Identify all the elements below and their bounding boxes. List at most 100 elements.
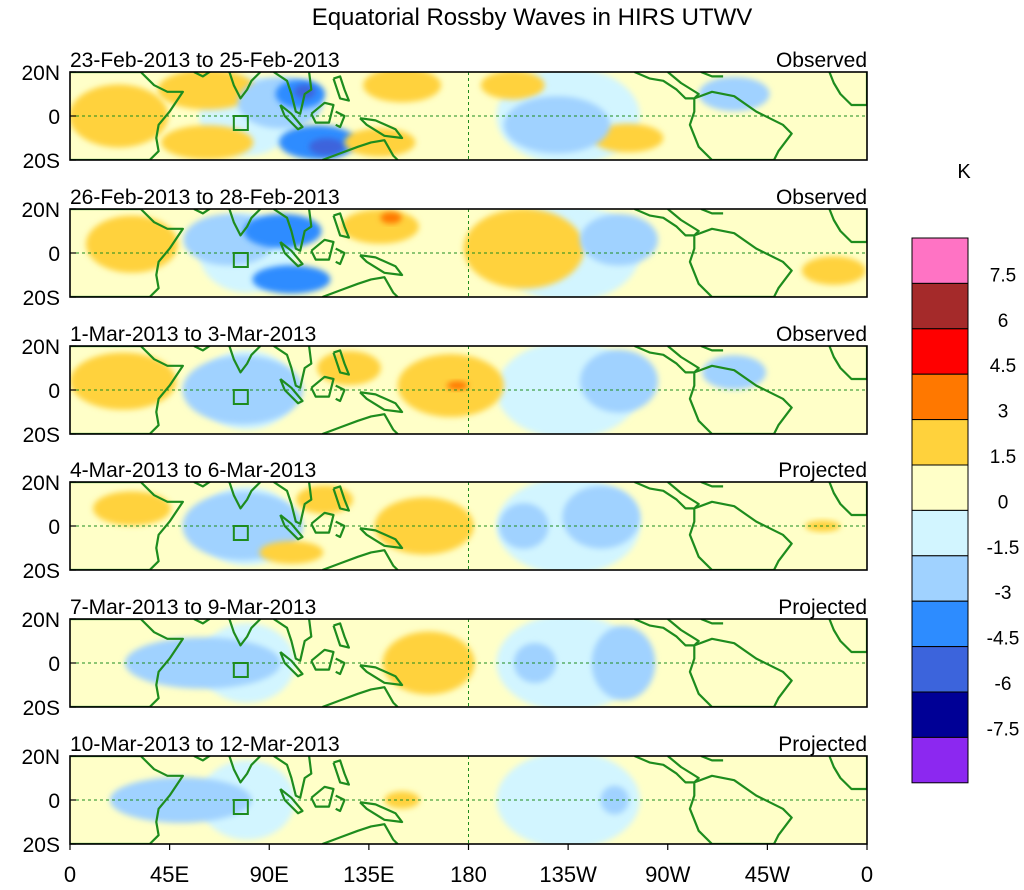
colorbar-label: 3 <box>998 402 1009 423</box>
panel-period-label: 4-Mar-2013 to 6-Mar-2013 <box>70 459 316 482</box>
coastline <box>828 72 867 107</box>
coastline <box>193 482 262 510</box>
colorbar-label: -1.5 <box>987 538 1020 559</box>
coastline <box>310 238 335 261</box>
coastline <box>359 254 404 277</box>
coastline <box>273 209 313 252</box>
anomaly-blob <box>294 84 316 99</box>
coastline <box>310 101 335 124</box>
coastline <box>634 619 700 647</box>
colorbar-swatch <box>911 600 969 648</box>
coastline <box>700 72 724 78</box>
reference-box <box>232 525 249 541</box>
reference-box <box>232 252 249 268</box>
panel-1: 20N 0 20S 23-Feb-2013 to 25-Feb-2013 Observe… <box>21 49 868 173</box>
colorbar-label: -6 <box>995 674 1012 695</box>
colorbar-unit-label: K <box>957 161 971 183</box>
x-tick-label: 45W <box>745 862 790 887</box>
coastline <box>193 756 262 784</box>
coastline <box>279 788 304 815</box>
x-tick-label: 90E <box>250 862 289 887</box>
anomaly-blob <box>480 72 545 100</box>
colorbar-swatch <box>911 691 969 738</box>
colorbar-swatch <box>911 373 969 421</box>
coastline <box>688 90 793 160</box>
reference-box <box>232 115 249 131</box>
anomaly-blob <box>380 212 402 224</box>
y-tick-label: 0 <box>48 653 60 676</box>
anomaly-blob <box>93 491 171 526</box>
coastline <box>634 209 700 237</box>
anomaly-blob <box>698 76 770 112</box>
coastline <box>700 756 724 762</box>
panel-2: 20N 0 20S 26-Feb-2013 to 28-Feb-2013 Observe… <box>21 186 868 310</box>
coastline <box>273 619 313 662</box>
colorbar-label: 7.5 <box>990 265 1016 286</box>
anomaly-blob <box>446 381 469 390</box>
colorbar-label: -7.5 <box>987 719 1020 740</box>
longitude-axis: 0 45E 90E 135E 180 135W 90W 45W 0 <box>64 844 873 887</box>
y-tick-label: 0 <box>48 516 60 539</box>
y-tick-label: 0 <box>48 243 60 266</box>
coastline <box>828 619 867 654</box>
figure-title: Equatorial Rossby Waves in HIRS UTWV <box>312 4 753 31</box>
y-tick-label: 20S <box>23 697 60 720</box>
y-tick-label: 20N <box>21 62 60 85</box>
y-tick-label: 0 <box>48 380 60 403</box>
panel-period-label: 7-Mar-2013 to 9-Mar-2013 <box>70 596 316 619</box>
x-tick-label: 180 <box>450 862 487 887</box>
coastline <box>335 247 346 266</box>
coastline <box>193 619 262 647</box>
coastline <box>193 72 262 100</box>
coastline <box>310 511 335 534</box>
coastline <box>70 756 184 844</box>
coastline <box>70 346 184 434</box>
y-tick-label: 20N <box>21 609 60 632</box>
reference-box <box>232 799 249 815</box>
panel-status-label: Projected <box>778 596 867 619</box>
panel-4: 20N 0 20S 4-Mar-2013 to 6-Mar-2013 Projected <box>21 459 868 583</box>
coastline <box>634 756 700 784</box>
panel-field <box>70 209 867 297</box>
panel-3: 20N 0 20S 1-Mar-2013 to 3-Mar-2013 Observed <box>21 323 868 447</box>
coastline <box>70 482 184 570</box>
coastline <box>335 384 346 403</box>
anomaly-blob <box>562 485 641 549</box>
coastline <box>332 485 350 512</box>
colorbar-swatch <box>911 555 969 602</box>
y-tick-label: 0 <box>48 106 60 129</box>
coastline <box>828 209 867 244</box>
colorbar-label: 1.5 <box>990 447 1016 468</box>
colorbar-label: 4.5 <box>990 356 1016 377</box>
x-tick-label: 135E <box>343 862 394 887</box>
anomaly-blob <box>161 125 254 160</box>
anomaly-blob <box>499 503 549 549</box>
panel-status-label: Projected <box>778 459 867 482</box>
anomaly-blob <box>363 72 442 103</box>
coastline <box>335 794 346 813</box>
coastline <box>359 664 404 687</box>
coastline <box>634 72 700 100</box>
y-tick-label: 20S <box>23 287 60 310</box>
colorbar-label: 0 <box>998 492 1009 513</box>
coastline <box>279 104 304 131</box>
y-tick-label: 20S <box>23 560 60 583</box>
coastline <box>700 482 724 488</box>
coastline <box>335 657 346 676</box>
coastline <box>322 413 399 434</box>
panel-status-label: Observed <box>776 323 867 346</box>
coastline <box>700 346 724 352</box>
anomaly-blob <box>309 138 345 156</box>
coastline <box>322 823 399 844</box>
coastline <box>193 209 262 237</box>
x-tick-label: 135W <box>539 862 597 887</box>
coastline <box>70 619 184 707</box>
anomaly-blob <box>592 123 664 153</box>
coastline <box>279 651 304 678</box>
x-tick-label: 45E <box>150 862 189 887</box>
coastline <box>688 227 793 297</box>
coastline <box>359 391 404 414</box>
coastline <box>688 500 793 570</box>
coastline <box>193 346 262 374</box>
